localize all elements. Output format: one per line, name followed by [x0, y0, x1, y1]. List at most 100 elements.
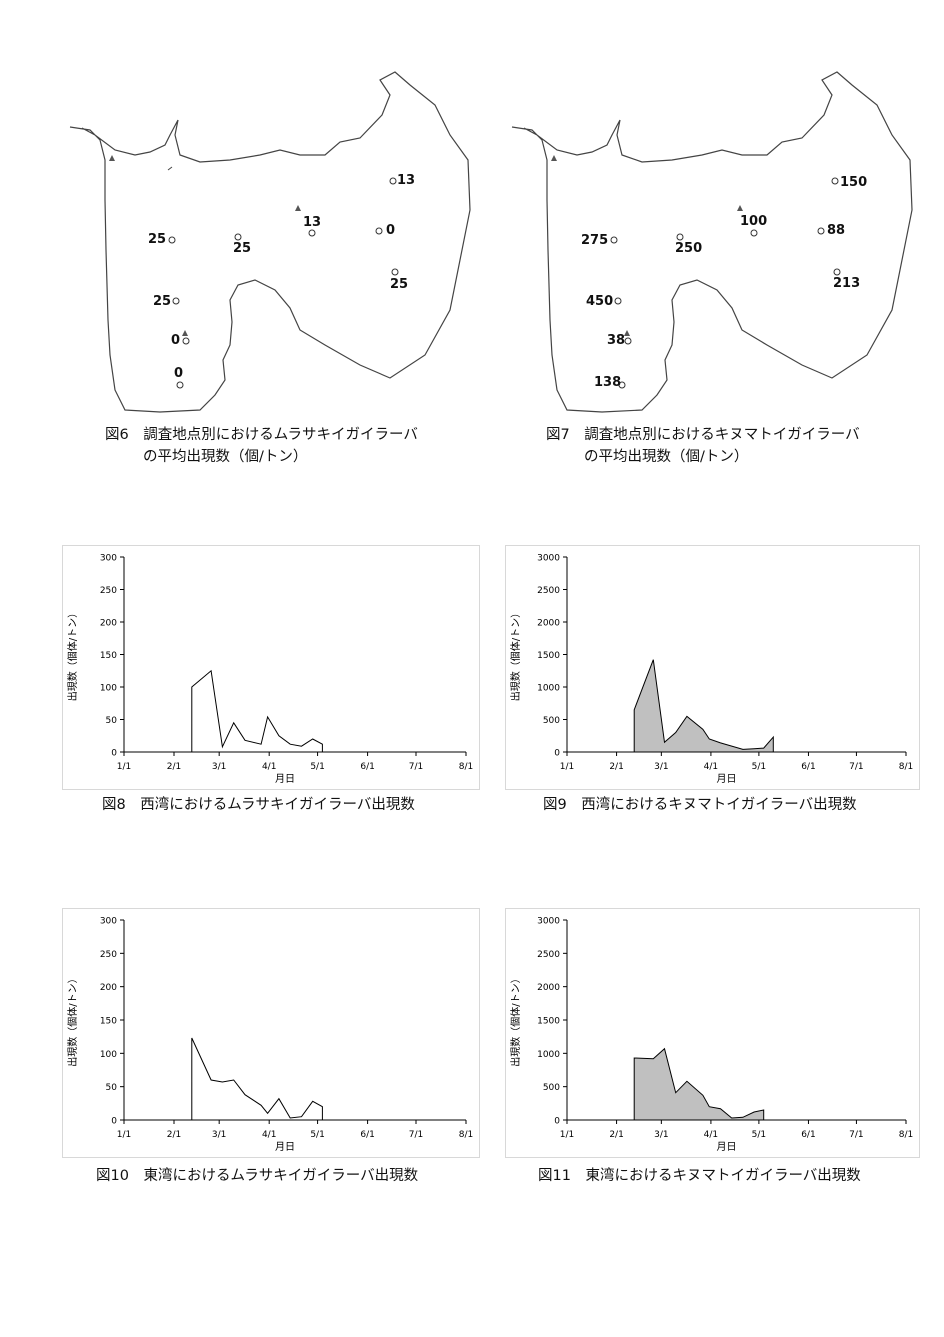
y-tick-label: 2500 [537, 586, 560, 596]
map-figure-6: 13 13 0 25 25 25 25 0 0 [60, 60, 480, 420]
caption-line: の平均出現数（個/トン） [584, 449, 749, 465]
x-tick-label: 6/1 [360, 1130, 374, 1140]
site-value: 25 [153, 294, 172, 309]
y-tick-label: 300 [100, 917, 117, 927]
x-axis-label: 月日 [717, 1141, 737, 1153]
y-axis-label: 出現数（個体/トン） [509, 973, 522, 1066]
x-tick-label: 6/1 [801, 1130, 815, 1140]
bay-outline-map [69, 71, 471, 413]
y-tick-label: 50 [106, 716, 118, 726]
x-tick-label: 6/1 [801, 762, 815, 772]
site-value: 0 [386, 223, 396, 238]
y-tick-label: 0 [111, 749, 117, 759]
x-tick-label: 5/1 [310, 762, 324, 772]
figure-10-caption: 図10 東湾におけるムラサキイガイラーバ出現数 [96, 1168, 419, 1184]
y-tick-label: 150 [100, 651, 117, 661]
y-tick-label: 3000 [537, 554, 560, 564]
caption-line: 図6 調査地点別におけるムラサキイガイラーバ [105, 427, 418, 443]
x-tick-label: 2/1 [609, 762, 623, 772]
chart-figure-10: 0 50 100 150 200 250 300 1/1 2/1 3/1 4/1 5/1 6/1 7/1 8… [62, 908, 480, 1158]
site-value: 13 [303, 215, 322, 230]
x-tick-label: 3/1 [212, 762, 226, 772]
y-axis-label: 出現数（個体/トン） [509, 608, 522, 701]
x-tick-label: 4/1 [262, 762, 276, 772]
site-value: 25 [390, 277, 409, 292]
figure-9-caption: 図9 西湾におけるキヌマトイガイラーバ出現数 [543, 797, 857, 813]
caption-line: 図7 調査地点別におけるキヌマトイガイラーバ [546, 427, 860, 443]
x-tick-label: 2/1 [167, 762, 181, 772]
site-value: 250 [675, 241, 703, 256]
y-axis-label: 出現数（個体/トン） [66, 608, 79, 701]
x-tick-label: 5/1 [310, 1130, 324, 1140]
x-tick-label: 8/1 [899, 762, 913, 772]
y-tick-label: 200 [100, 983, 117, 993]
chart-figure-11: 0 500 1000 1500 2000 2500 3000 1/1 2/1 3/1 4/1 5/1 6… [505, 908, 920, 1158]
y-tick-label: 0 [554, 1117, 560, 1127]
site-value: 0 [174, 366, 184, 381]
y-tick-label: 250 [100, 950, 117, 960]
x-tick-label: 7/1 [409, 762, 423, 772]
y-tick-label: 0 [111, 1117, 117, 1127]
y-tick-label: 1000 [537, 1050, 560, 1060]
x-tick-label: 1/1 [560, 1130, 574, 1140]
x-tick-label: 8/1 [899, 1130, 913, 1140]
y-tick-label: 500 [543, 1083, 560, 1093]
chart-figure-9: 0 500 1000 1500 2000 2500 3000 1/1 2/1 3/1 4/1 5/1 6… [505, 545, 920, 790]
figure-6-caption: 図6 調査地点別におけるムラサキイガイラーバ の平均出現数（個/トン） [105, 424, 418, 468]
chart-figure-8: 0 50 100 150 200 250 300 1/1 2/1 3/1 4/1 5/1 6/1 7/1 8… [62, 545, 480, 790]
figure-11-caption: 図11 東湾におけるキヌマトイガイラーバ出現数 [538, 1168, 861, 1184]
x-tick-label: 5/1 [752, 762, 766, 772]
y-tick-label: 100 [100, 684, 117, 694]
caption-line: の平均出現数（個/トン） [143, 449, 308, 465]
chart-svg: 0 500 1000 1500 2000 2500 3000 1/1 2/1 3/1 4/1 5/1 6… [505, 908, 920, 1158]
map-figure-7: 150 100 88 213 275 250 450 38 138 [502, 60, 922, 420]
chart-border [62, 908, 480, 1158]
chart-border [505, 908, 920, 1158]
x-tick-label: 4/1 [704, 762, 718, 772]
figure-8-caption: 図8 西湾におけるムラサキイガイラーバ出現数 [102, 797, 415, 813]
y-tick-label: 50 [106, 1083, 118, 1093]
site-value: 213 [833, 276, 861, 291]
site-value: 275 [581, 233, 609, 248]
y-tick-label: 1000 [537, 684, 560, 694]
y-tick-label: 0 [554, 749, 560, 759]
data-area [633, 1047, 765, 1121]
x-tick-label: 3/1 [654, 1130, 668, 1140]
x-tick-label: 7/1 [849, 762, 863, 772]
x-tick-label: 7/1 [409, 1130, 423, 1140]
data-line [191, 669, 323, 752]
x-axis-label: 月日 [717, 773, 737, 785]
x-tick-label: 1/1 [560, 762, 574, 772]
y-axis-label: 出現数（個体/トン） [66, 973, 79, 1066]
y-tick-label: 250 [100, 586, 117, 596]
figure-7-caption: 図7 調査地点別におけるキヌマトイガイラーバ の平均出現数（個/トン） [546, 424, 860, 468]
data-area [633, 659, 774, 753]
y-tick-label: 2500 [537, 950, 560, 960]
site-value: 100 [740, 214, 768, 229]
x-axis-label: 月日 [275, 1141, 295, 1153]
x-tick-label: 8/1 [459, 1130, 473, 1140]
bay-outline-map [511, 71, 913, 413]
site-value: 138 [594, 375, 622, 390]
y-tick-label: 300 [100, 554, 117, 564]
y-tick-label: 2000 [537, 619, 560, 629]
y-tick-label: 3000 [537, 917, 560, 927]
chart-svg: 0 50 100 150 200 250 300 1/1 2/1 3/1 4/1 5/1 6/1 7/1 8… [62, 908, 480, 1158]
x-tick-label: 8/1 [459, 762, 473, 772]
x-axis-label: 月日 [275, 773, 295, 785]
chart-border [505, 545, 920, 790]
y-tick-label: 500 [543, 716, 560, 726]
y-tick-label: 150 [100, 1017, 117, 1027]
x-tick-label: 6/1 [360, 762, 374, 772]
chart-border [62, 545, 480, 790]
site-value: 25 [233, 241, 252, 256]
y-tick-label: 1500 [537, 1017, 560, 1027]
chart-svg: 0 500 1000 1500 2000 2500 3000 1/1 2/1 3/1 4/1 5/1 6… [505, 545, 920, 790]
x-tick-label: 4/1 [704, 1130, 718, 1140]
x-tick-label: 1/1 [117, 762, 131, 772]
site-value: 25 [148, 232, 167, 247]
x-tick-label: 7/1 [849, 1130, 863, 1140]
x-tick-label: 5/1 [752, 1130, 766, 1140]
x-tick-label: 4/1 [262, 1130, 276, 1140]
chart-svg: 0 50 100 150 200 250 300 1/1 2/1 3/1 4/1 5/1 6/1 7/1 8… [62, 545, 480, 790]
